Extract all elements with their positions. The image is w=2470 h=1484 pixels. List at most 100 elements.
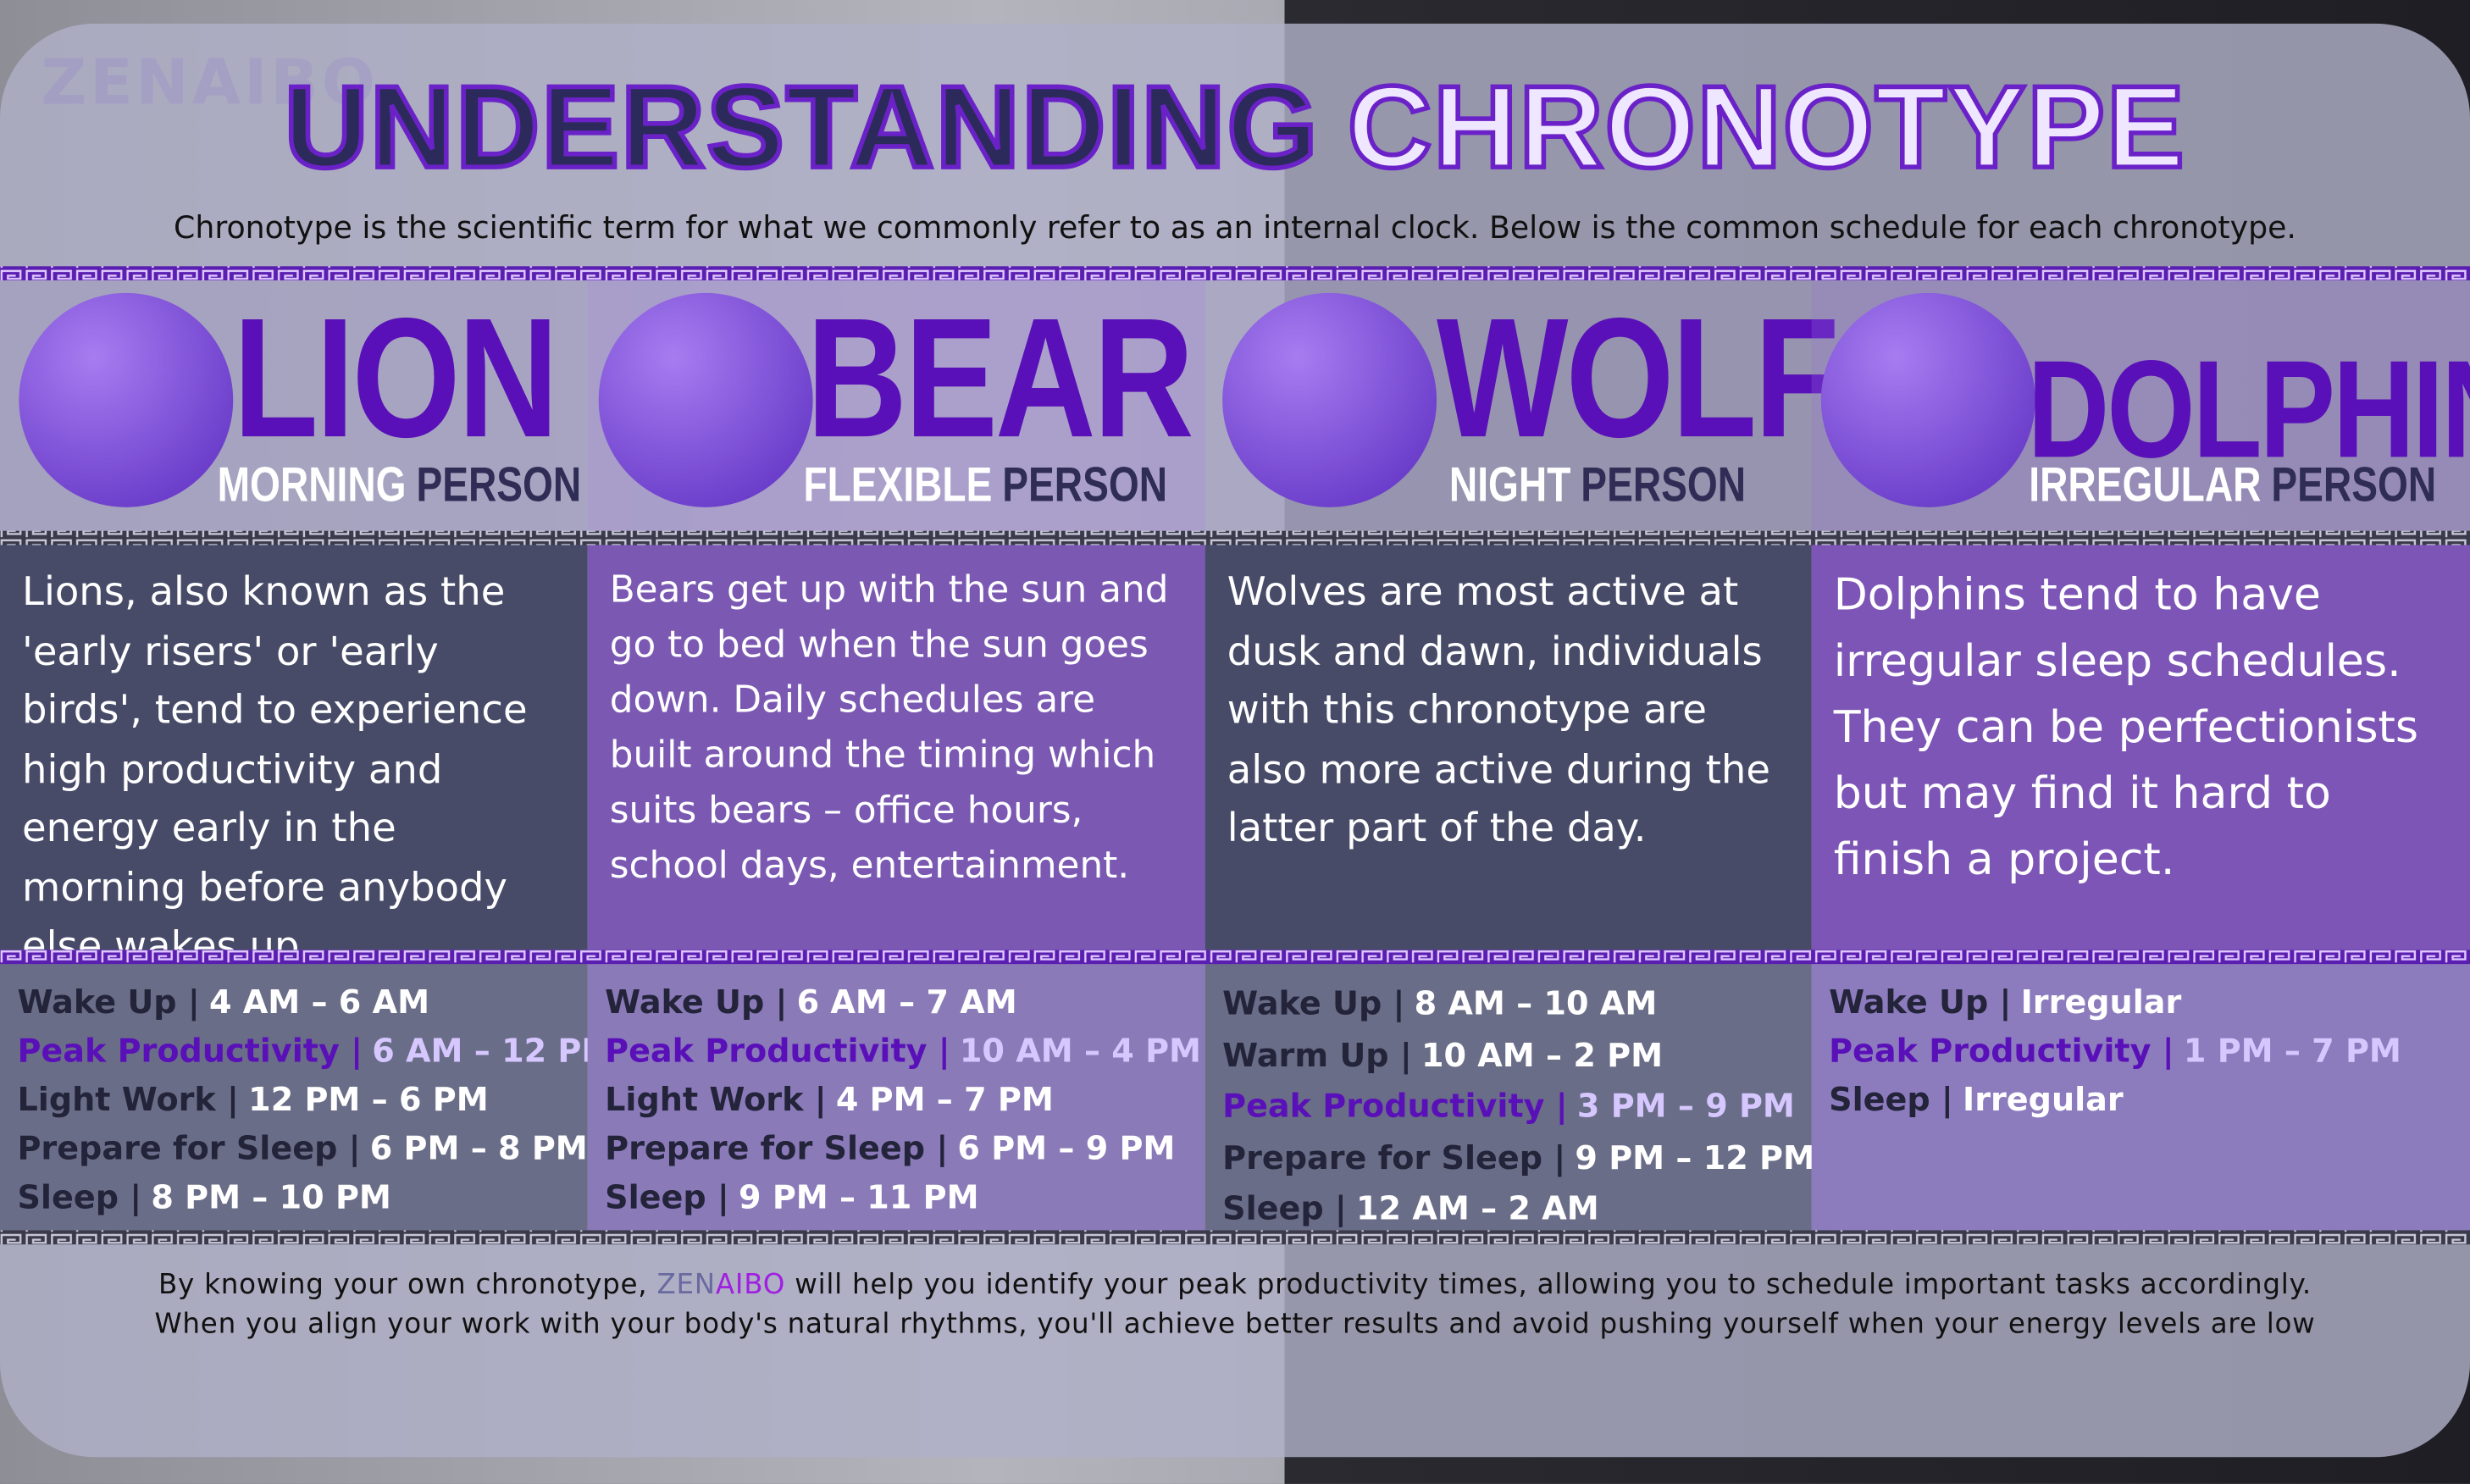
schedule-label: Warm Up | [1222, 1035, 1412, 1074]
schedule-time: 4 AM – 6 AM [208, 983, 430, 1022]
schedule-time: 6 AM – 12 PM [372, 1032, 614, 1070]
card-tag: NIGHT PERSON [1449, 457, 1746, 513]
card: WOLF NIGHT PERSON Wolves are most active at… [1205, 280, 1840, 1231]
card-description: Lions, also known as the 'early risers' … [0, 543, 588, 969]
schedule-time: Irregular [2020, 983, 2182, 1022]
schedule-time: Irregular [1963, 1080, 2124, 1119]
schedule-time: 6 PM – 8 PM [369, 1129, 588, 1168]
schedule-label: Peak Productivity | [1829, 1032, 2174, 1070]
animal-icon [19, 292, 234, 507]
schedule-time: 10 AM – 4 PM [959, 1032, 1201, 1070]
schedule-row: Wake Up | Irregular [1829, 978, 2451, 1027]
brand: ZEN [656, 1269, 716, 1302]
schedule-label: Peak Productivity | [1222, 1087, 1568, 1125]
subtitle: Chronotype is the scientific term for wh… [174, 209, 2296, 246]
schedule-label: Prepare for Sleep | [1222, 1138, 1566, 1177]
tag-word: MORNING [217, 457, 407, 512]
schedule-time: 12 PM – 6 PM [248, 1080, 489, 1119]
card-name: WOLF [1437, 281, 1840, 473]
footer-text: When you align your work with your body'… [154, 1309, 2316, 1341]
animal-icon [1222, 292, 1437, 507]
schedule-row: Wake Up | 8 AM – 10 AM [1222, 978, 1792, 1029]
title-part: UNDERSTANDING [282, 59, 1321, 195]
schedule-row: Peak Productivity | 1 PM – 7 PM [1829, 1027, 2451, 1077]
animal-icon [598, 292, 813, 507]
card-tag: FLEXIBLE PERSON [803, 457, 1167, 513]
card-tag: IRREGULAR PERSON [2029, 457, 2436, 513]
schedule-row: Prepare for Sleep | 9 PM – 12 PM [1222, 1132, 1815, 1182]
schedule-label: Sleep | [1829, 1080, 1953, 1119]
schedule-time: 9 PM – 12 PM [1575, 1138, 1815, 1177]
schedule-label: Wake Up | [605, 983, 788, 1022]
schedule-time: 8 AM – 10 AM [1414, 984, 1658, 1022]
tag-word: FLEXIBLE [803, 457, 993, 512]
schedule-row: Peak Productivity | 10 AM – 4 PM [605, 1027, 1201, 1077]
title: UNDERSTANDING CHRONOTYPE [0, 59, 2470, 195]
schedule-time: 12 AM – 2 AM [1356, 1189, 1599, 1227]
card-header: LION MORNING PERSON [0, 280, 588, 531]
schedule-row: Warm Up | 10 AM – 2 PM [1222, 1029, 1792, 1080]
tag-word: PERSON [416, 457, 582, 512]
schedule-label: Sleep | [605, 1178, 729, 1216]
footer-text: will help you identify your peak product… [795, 1269, 2312, 1302]
schedule-time: 6 AM – 7 AM [796, 983, 1017, 1022]
schedule-time: 9 PM – 11 PM [739, 1178, 979, 1216]
schedule-time: 4 PM – 7 PM [835, 1080, 1054, 1119]
tag-word: PERSON [1581, 457, 1747, 512]
footer: By knowing your own chronotype, ZENAIBO … [0, 1266, 2470, 1345]
footer-text: By knowing your own chronotype, [158, 1269, 648, 1302]
schedule-time: 1 PM – 7 PM [2183, 1032, 2401, 1070]
schedule-row: Sleep | 9 PM – 11 PM [605, 1173, 1186, 1222]
schedule-label: Peak Productivity | [17, 1032, 363, 1070]
schedule-row: Peak Productivity | 3 PM – 9 PM [1222, 1081, 1795, 1132]
schedule-time: 10 AM – 2 PM [1421, 1035, 1664, 1074]
schedule-row: Prepare for Sleep | 6 PM – 9 PM [605, 1125, 1186, 1174]
tag-word: PERSON [2271, 457, 2437, 512]
tag-word: PERSON [1002, 457, 1168, 512]
tag-word: NIGHT [1448, 457, 1571, 512]
card-header: DOLPHINIRREGULARPERSON [1811, 280, 2470, 531]
schedule-row: Wake Up | 4 AM – 6 AM [17, 978, 568, 1027]
schedule: Wake Up | 8 AM – 10 AM Warm Up | 10 AM – 2 … [1205, 962, 1815, 1231]
card-description: Dolphins tend to have irregular sleep sc… [1811, 543, 2470, 950]
card-tag: MORNING PERSON [218, 457, 582, 513]
schedule-time: 8 PM – 10 PM [151, 1178, 391, 1216]
schedule: Wake Up | Irregular Peak Productivity | 1 P… [1811, 962, 2470, 1231]
schedule-label: Prepare for Sleep | [17, 1129, 361, 1168]
card-description: Wolves are most active at dusk and dawn,… [1205, 543, 1812, 950]
schedule: Wake Up | 6 AM – 7 AM Peak Productivity | 1… [587, 962, 1205, 1231]
schedule: Wake Up | 4 AM – 6 AM Peak Productivity | 6… [0, 962, 613, 1231]
card: LION MORNING PERSON Lions, also known as th… [0, 280, 613, 1231]
schedule-row: Light Work | 12 PM – 6 PM [17, 1076, 568, 1125]
watermark: ZENAIBO [41, 47, 379, 120]
schedule-label: Wake Up | [1829, 983, 2012, 1022]
card: DOLPHINIRREGULARPERSONDolphins tend to h… [1811, 280, 2470, 1231]
card: BEAR FLEXIBLE PERSON Bears get up with the … [587, 280, 1205, 1231]
card-name: BEAR [806, 281, 1194, 473]
card-header: BEAR FLEXIBLE PERSON [587, 280, 1205, 531]
schedule-label: Light Work | [17, 1080, 240, 1119]
card-name: LION [233, 281, 558, 473]
schedule-label: Peak Productivity | [605, 1032, 950, 1070]
brand: AIBO [715, 1269, 786, 1302]
schedule-label: Wake Up | [1222, 984, 1405, 1022]
schedule-row: Wake Up | 6 AM – 7 AM [605, 978, 1186, 1027]
card-description: Bears get up with the sun and go to bed … [587, 543, 1205, 950]
schedule-label: Sleep | [17, 1178, 142, 1216]
schedule-row: Prepare for Sleep | 6 PM – 8 PM [17, 1125, 587, 1174]
schedule-row: Sleep | Irregular [1829, 1076, 2451, 1125]
schedule-time: 6 PM – 9 PM [957, 1129, 1176, 1168]
schedule-label: Prepare for Sleep | [605, 1129, 949, 1168]
schedule-label: Light Work | [605, 1080, 827, 1119]
card-header: WOLF NIGHT PERSON [1205, 280, 1840, 531]
schedule-row: Light Work | 4 PM – 7 PM [605, 1076, 1186, 1125]
schedule-row: Peak Productivity | 6 AM – 12 PM [17, 1027, 613, 1077]
schedule-row: Sleep | 12 AM – 2 AM [1222, 1183, 1792, 1234]
animal-icon [1820, 292, 2035, 507]
tag-word: IRREGULAR [2029, 457, 2262, 512]
card-name: DOLPHIN [2027, 330, 2470, 487]
title-part: CHRONOTYPE [1345, 59, 2186, 195]
